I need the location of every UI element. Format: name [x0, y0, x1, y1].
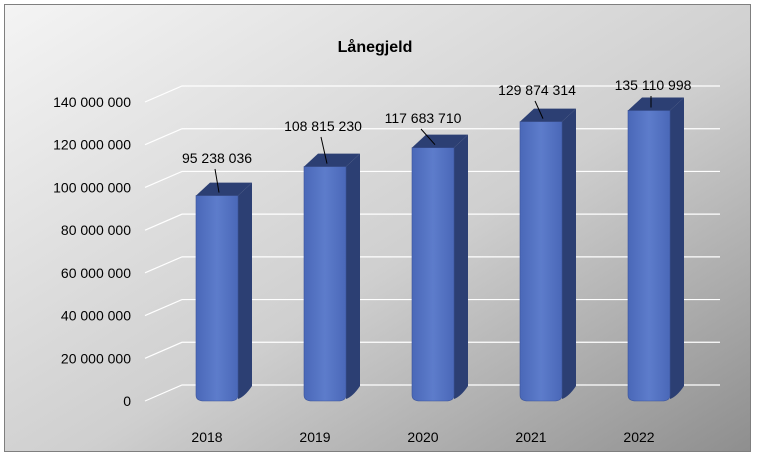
y-tick-label: 140 000 000 [53, 94, 131, 110]
bar-top [520, 108, 576, 122]
x-tick-label: 2019 [299, 429, 330, 445]
x-tick-label: 2020 [407, 429, 438, 445]
bar [519, 108, 576, 402]
x-axis-tick-labels: 2018 2019 2020 2021 2022 [191, 429, 654, 445]
y-tick-label: 80 000 000 [61, 222, 131, 238]
y-tick-label: 100 000 000 [53, 179, 131, 195]
bar-top [304, 153, 360, 167]
bar-front [519, 121, 563, 402]
bar-side [238, 182, 252, 399]
x-tick-label: 2021 [515, 429, 546, 445]
bar-side [670, 97, 684, 399]
data-label-leader [420, 128, 436, 145]
bar-side [346, 153, 360, 399]
data-label: 117 683 710 [385, 110, 462, 126]
data-label: 95 238 036 [182, 150, 252, 166]
bar-front [411, 147, 455, 402]
bar-front [627, 110, 671, 402]
bar-front [303, 166, 347, 402]
chart-background [5, 5, 750, 451]
y-tick-label: 0 [123, 393, 131, 409]
y-axis-tick-labels: 0 20 000 000 40 000 000 60 000 000 80 000 00… [53, 94, 131, 409]
y-tick-label: 60 000 000 [61, 265, 131, 281]
bar-side [562, 108, 576, 399]
x-tick-label: 2022 [623, 429, 654, 445]
bar-side [454, 134, 468, 399]
bar-top [412, 134, 468, 148]
y-tick-label: 40 000 000 [61, 308, 131, 324]
bar [303, 153, 360, 402]
data-label: 135 110 998 [615, 77, 692, 93]
chart-frame: 0 20 000 000 40 000 000 60 000 000 80 000 00… [4, 4, 751, 452]
bars [195, 97, 684, 402]
data-label-leader [214, 168, 220, 193]
bar [627, 97, 684, 402]
chart-title: Lånegjeld [338, 38, 413, 56]
bar [411, 134, 468, 402]
bar-front [195, 195, 239, 402]
data-label-leader [320, 136, 328, 164]
gridline [144, 85, 720, 103]
bar-top [628, 97, 684, 111]
y-tick-label: 20 000 000 [61, 350, 131, 366]
x-tick-label: 2018 [191, 429, 222, 445]
bar-chart: 0 20 000 000 40 000 000 60 000 000 80 000 00… [5, 5, 750, 451]
y-tick-label: 120 000 000 [53, 137, 131, 153]
data-labels: 95 238 036 108 815 230 117 683 710 129 874 … [182, 77, 692, 193]
data-label: 108 815 230 [284, 118, 362, 134]
data-label-leader [534, 100, 544, 119]
bar-top [196, 182, 252, 196]
bar [195, 182, 252, 402]
data-label: 129 874 314 [498, 82, 576, 98]
